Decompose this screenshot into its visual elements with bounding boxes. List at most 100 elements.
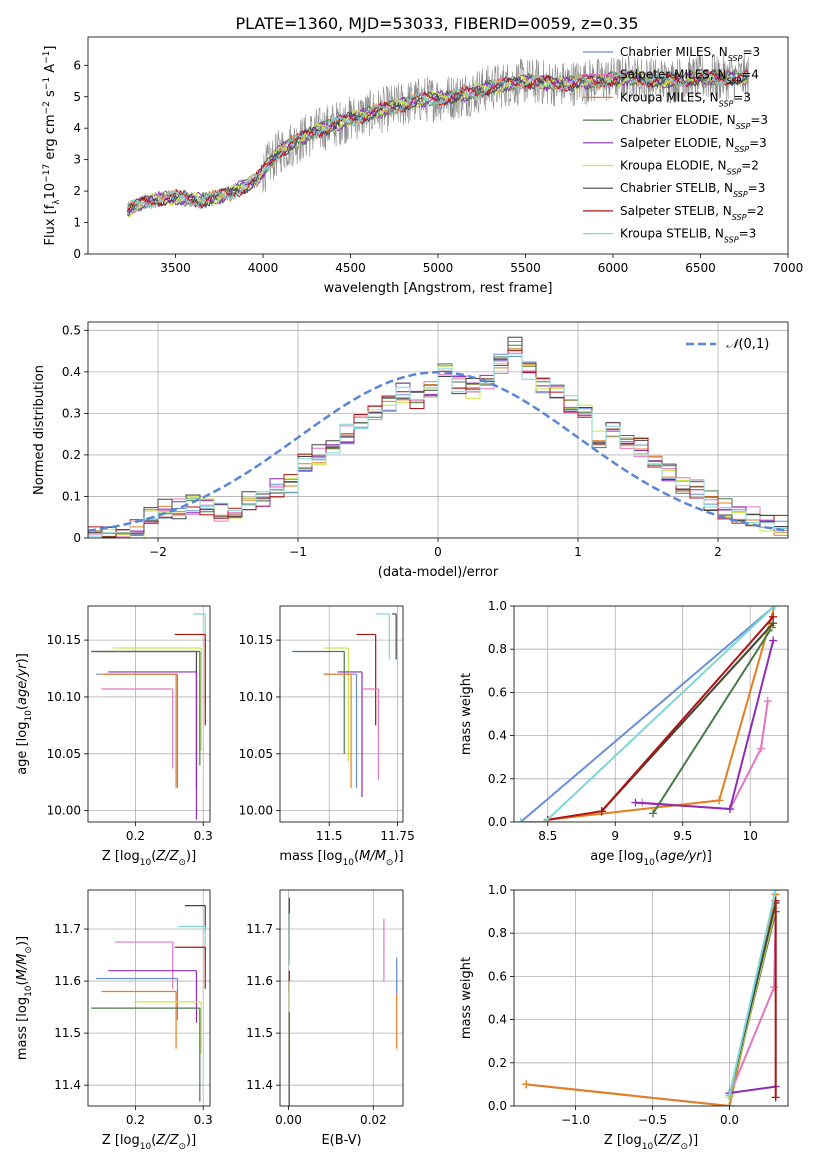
massweight-vs-age-marker-7-2 [769,612,778,621]
age-vs-mass-ytick-label-0: 10.00 [239,804,273,818]
age-vs-Z-point-1 [174,633,206,726]
age-vs-Z-xlabel: Z [log10(Z/Z⊙)] [102,849,196,868]
mass-vs-EBV-axes: 0.00 0.02 11.4 11.5 11.6 11.7 [246,889,404,1127]
residuals-xtick-label-1: −1 [289,545,307,559]
mass-vs-Z-plot-area [88,890,210,1106]
mass-vs-EBV-xtick-label-1: 0.02 [360,1113,387,1127]
massweight-vs-age-line-8 [520,606,776,822]
spectrum-ytick-label-0: 0 [73,247,81,261]
mass-vs-Z-xlabel: Z [log10(Z/Z⊙)] [102,1133,196,1152]
massweight-vs-Z-xtick-label-1: −0.5 [638,1113,667,1127]
massweight-vs-age-xtick-label-0: 8.5 [538,829,557,843]
spectrum-plot-area [126,54,749,218]
massweight-vs-Z-series-7 [771,896,780,1102]
age-vs-mass-ytick-label-3: 10.15 [239,633,273,647]
age-vs-mass-xtick-label-0: 11.5 [316,829,343,843]
age-vs-Z-xtick-label-0: 0.2 [126,829,145,843]
spectrum-xlabel: wavelength [Angstrom, rest frame] [324,281,553,296]
massweight-vs-Z-plot-area [514,890,788,1106]
spectrum-xtick-label-3: 5000 [423,261,454,275]
hist-legend: 𝒩(0,1) [686,337,769,352]
massweight-vs-Z-marker-2-1 [770,983,779,992]
massweight-vs-age-marker-2-1 [715,796,724,805]
massweight-vs-Z-xtick-label-0: −1.0 [561,1113,590,1127]
age-vs-Z-point-5 [108,671,198,820]
residuals-ytick-label-2: 0.2 [62,448,81,462]
massweight-vs-Z-ytick-label-3: 0.6 [488,969,507,983]
mass-vs-EBV-ytick-label-2: 11.6 [246,974,273,988]
residuals-ytick-label-4: 0.4 [62,365,81,379]
mass-vs-Z-ytick-label-0: 11.4 [54,1078,81,1092]
spectrum-model-salpeter-elodie [127,70,749,215]
age-vs-Z-ytick-label-3: 10.15 [47,633,81,647]
age-vs-Z-point-7 [101,673,177,788]
age-vs-Z-ylabel: age [log10(age/yr)] [15,653,34,775]
plots: 3500 4000 4500 5000 5500 6000 6500 7000 0 1 2 3 4 5 6 w… [15,36,803,1152]
massweight-vs-age-marker-3-0 [649,809,658,818]
spectrum-model-kroupa-stelib [127,69,749,209]
mass-vs-Z-ylabel: mass [log10(M/M⊙)] [15,936,34,1060]
massweight-vs-age-xtick-label-1: 9 [611,829,619,843]
age-vs-Z-ytick-label-0: 10.00 [47,804,81,818]
residuals-xtick-label-2: 0 [434,545,442,559]
mass-vs-Z-point-6 [101,990,177,1049]
age-vs-mass-point-5 [337,671,363,797]
legend-entry-0: Chabrier MILES, NSSP=3 [620,45,760,63]
massweight-vs-age-ytick-label-2: 0.4 [488,729,507,743]
age-vs-mass-axes: 11.5 11.75 10.00 10.05 10.10 10.15 [239,605,415,843]
residuals-plot-area [88,322,788,538]
age-vs-Z-xtick-label-1: 0.3 [194,829,213,843]
mass-vs-Z-point-5 [96,977,179,1021]
mass-vs-Z-point-3 [174,946,206,989]
residuals-ytick-label-1: 0.1 [62,489,81,503]
figure-title: PLATE=1360, MJD=53033, FIBERID=0059, z=0… [235,14,638,33]
massweight-vs-Z-axes: −1.0 −0.5 0.0 0.0 0.2 0.4 0.6 0.8 1.0 [488,883,789,1127]
massweight-vs-age-ytick-label-4: 0.8 [488,642,507,656]
age-vs-Z-point-6 [96,673,179,788]
spectrum-xtick-label-1: 4000 [248,261,279,275]
spectrum-ytick-label-1: 1 [73,216,81,230]
massweight-vs-age-ytick-label-1: 0.2 [488,772,507,786]
massweight-vs-Z-marker-8-1 [771,890,780,894]
age-vs-Z-point-8 [101,688,174,769]
age-vs-mass-point-2 [356,633,377,726]
spectrum-model-chabrier-stelib [127,68,749,217]
spectrum-ytick-label-3: 3 [73,153,81,167]
residuals-xtick-label-4: 2 [714,545,722,559]
legend-entry-4: Salpeter ELODIE, NSSP=3 [620,136,767,154]
massweight-vs-age-marker-8-1 [541,818,550,822]
massweight-vs-age-line-3 [652,627,773,814]
age-vs-mass-point-1 [392,613,397,660]
age-vs-mass-point-3 [323,647,349,762]
massweight-vs-Z-ytick-label-1: 0.2 [488,1056,507,1070]
mass-vs-EBV-ytick-label-0: 11.4 [246,1078,273,1092]
massweight-vs-age-marker-4-0 [631,798,640,807]
massweight-vs-Z-ytick-label-4: 0.8 [488,926,507,940]
mass-vs-Z-ytick-label-2: 11.6 [54,974,81,988]
massweight-vs-Z-xtick-label-2: 0.0 [720,1113,739,1127]
mass-vs-EBV-xtick-label-0: 0.00 [275,1113,302,1127]
age-vs-Z-plot-area [88,606,210,822]
massweight-vs-Z-ytick-label-0: 0.0 [488,1099,507,1113]
massweight-vs-age-plot-area [514,606,788,822]
massweight-vs-Z-frame [513,889,789,1107]
massweight-vs-Z-series-8 [725,890,780,1100]
massweight-vs-Z-ylabel: mass weight [459,957,474,1039]
massweight-vs-age-marker-4-2 [769,636,778,645]
legend-entry-8: Kroupa STELIB, NSSP=3 [620,227,756,245]
spectrum-xtick-label-2: 4500 [335,261,366,275]
legend-entry-2: Kroupa MILES, NSSP=3 [620,90,751,108]
massweight-vs-Z-ytick-label-5: 1.0 [488,883,507,897]
age-vs-Z-point-4 [91,650,201,766]
massweight-vs-age-ytick-label-0: 0.0 [488,815,507,829]
mass-vs-Z-point-4 [108,970,198,1023]
massweight-vs-age-marker-8-2 [770,606,779,610]
massweight-vs-age-xtick-label-2: 9.5 [673,829,692,843]
massweight-vs-Z-ytick-label-2: 0.4 [488,1013,507,1027]
mass-vs-Z-point-1 [178,925,206,963]
massweight-vs-age-marker-7-1 [597,807,606,816]
massweight-vs-Z-series-1 [522,890,780,1106]
residuals-ylabel: Normed distribution [32,365,47,495]
residuals-ytick-label-5: 0.5 [62,323,81,337]
